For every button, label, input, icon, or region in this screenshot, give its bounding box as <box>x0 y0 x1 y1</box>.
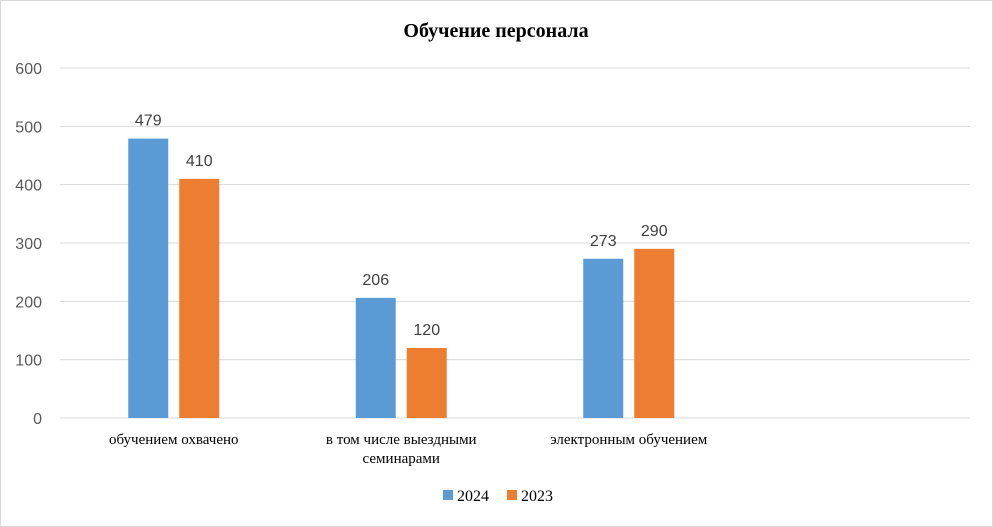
bar-2024 <box>128 138 169 419</box>
x-tick-label: электронным обучением <box>550 432 707 448</box>
chart-title: Обучение персонала <box>403 20 588 42</box>
data-label: 120 <box>413 322 440 339</box>
bar-2023 <box>406 348 447 418</box>
bar-2023 <box>179 178 220 418</box>
data-label: 273 <box>590 233 617 250</box>
x-tick-label: обучением охвачено <box>109 432 239 448</box>
legend-label: 2023 <box>521 488 553 505</box>
data-label: 479 <box>135 113 162 130</box>
data-label: 410 <box>186 153 213 170</box>
data-label: 290 <box>641 223 668 240</box>
data-label: 206 <box>362 272 389 289</box>
bar-2024 <box>355 297 396 418</box>
y-tick-label: 100 <box>15 353 42 370</box>
legend-swatch-2024 <box>443 490 453 500</box>
y-tick-label: 300 <box>15 236 42 253</box>
legend-label: 2024 <box>457 488 489 505</box>
y-tick-label: 500 <box>15 119 42 136</box>
x-tick-label: семинарами <box>363 451 440 467</box>
bar-2024 <box>583 258 624 418</box>
y-tick-label: 0 <box>33 411 42 428</box>
bar-2023 <box>634 248 675 418</box>
y-tick-label: 200 <box>15 294 42 311</box>
legend-swatch-2023 <box>507 490 517 500</box>
y-tick-label: 400 <box>15 178 42 195</box>
x-tick-label: в том числе выездными <box>326 432 477 448</box>
y-tick-label: 600 <box>15 61 42 78</box>
